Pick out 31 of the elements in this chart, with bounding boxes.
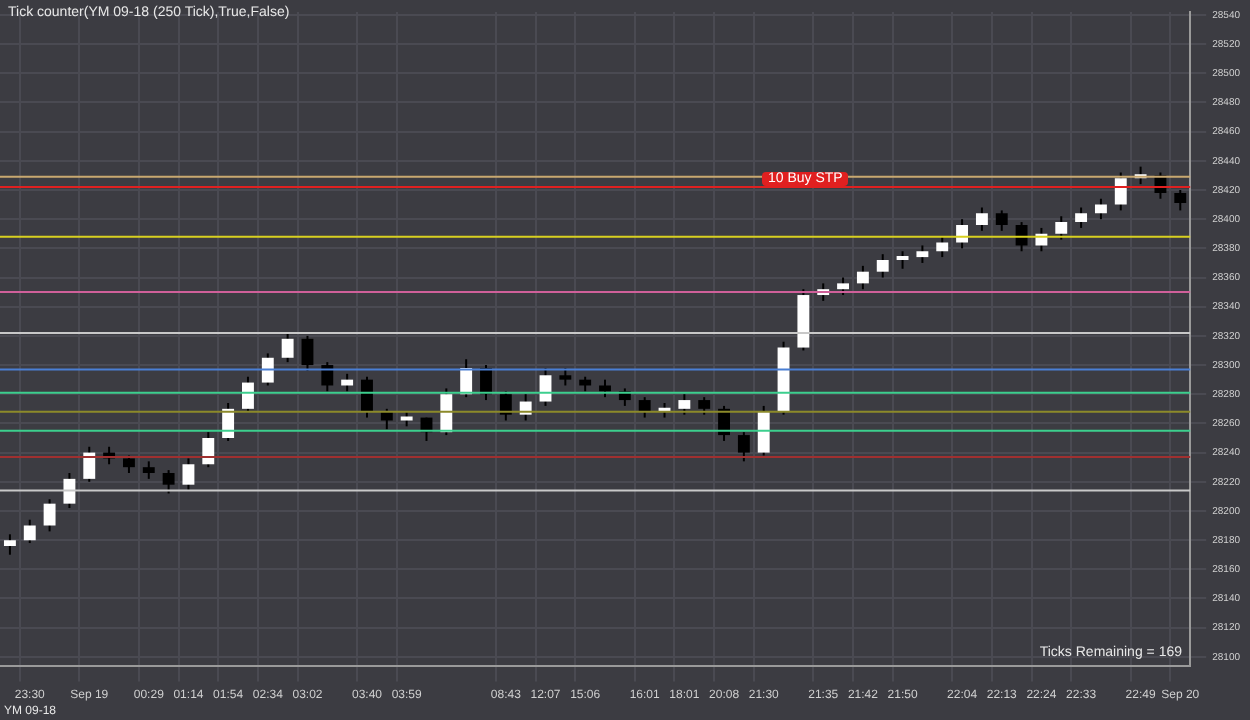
candlestick — [182, 457, 195, 492]
candlestick — [43, 498, 56, 533]
candlestick — [638, 396, 651, 419]
candlestick — [242, 375, 254, 413]
candlestick — [261, 352, 274, 387]
candlestick — [678, 393, 691, 416]
candlestick — [499, 390, 512, 422]
candlestick — [975, 206, 988, 232]
candlestick — [876, 253, 889, 279]
candlestick — [1114, 171, 1127, 212]
candlestick — [1075, 206, 1088, 229]
candlestick — [281, 331, 294, 364]
candlestick — [361, 375, 373, 419]
candlestick — [995, 209, 1008, 232]
candlestick — [63, 472, 76, 510]
candlestick — [1094, 197, 1107, 221]
candlestick — [162, 469, 175, 495]
candlestick — [757, 404, 770, 457]
candlestick — [23, 518, 36, 545]
candlestick — [83, 445, 96, 483]
candlestick — [3, 533, 16, 556]
candlestick — [380, 407, 393, 431]
candlestick — [1055, 215, 1068, 241]
candlestick — [856, 264, 869, 291]
candlestick — [301, 334, 314, 372]
candlestick — [440, 387, 453, 437]
candlestick — [737, 431, 750, 463]
candlestick — [1174, 188, 1187, 212]
candlestick — [956, 218, 969, 250]
candlestick — [202, 431, 215, 469]
candlestick — [936, 235, 949, 259]
